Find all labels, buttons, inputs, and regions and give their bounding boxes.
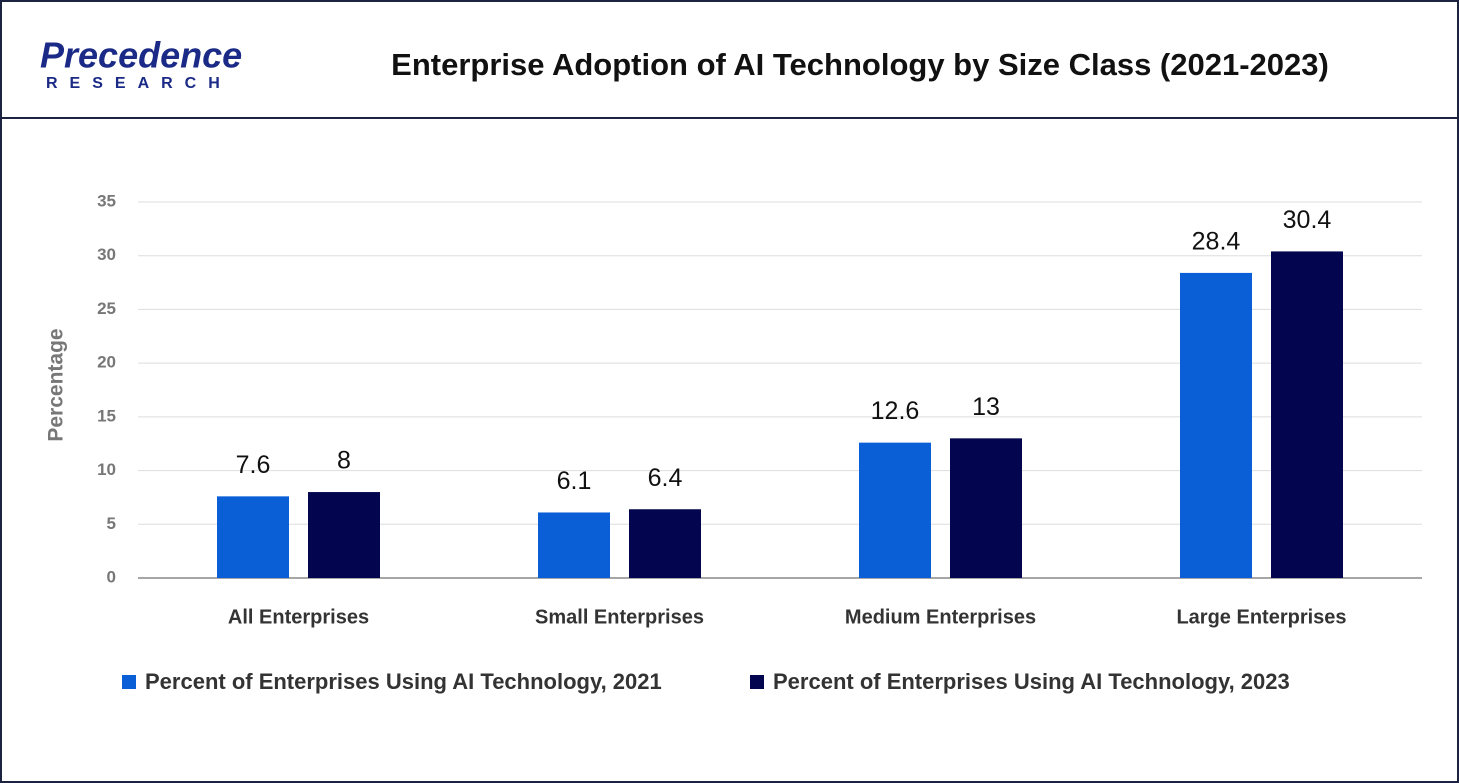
chart-title: Enterprise Adoption of AI Technology by …	[391, 47, 1329, 82]
y-tick-label: 0	[107, 567, 116, 586]
legend-label: Percent of Enterprises Using AI Technolo…	[773, 669, 1290, 694]
y-tick-label: 5	[107, 514, 116, 533]
bar	[538, 512, 610, 578]
bar	[1271, 251, 1343, 578]
value-label: 13	[972, 393, 1000, 421]
y-tick-label: 15	[97, 406, 116, 425]
bar	[950, 438, 1022, 578]
y-tick-label: 10	[97, 460, 116, 479]
bar	[217, 496, 289, 578]
value-label: 28.4	[1192, 228, 1241, 256]
legend-label: Percent of Enterprises Using AI Technolo…	[145, 669, 662, 694]
value-label: 6.1	[557, 467, 592, 495]
value-label: 12.6	[871, 397, 920, 425]
bar	[1180, 272, 1252, 578]
value-label: 30.4	[1283, 206, 1332, 234]
logo-tagline: RESEARCH	[46, 75, 232, 92]
value-label: 7.6	[236, 451, 271, 479]
bar	[629, 509, 701, 578]
bar	[859, 442, 931, 578]
x-tick-label: Medium Enterprises	[845, 606, 1036, 628]
value-label: 6.4	[648, 464, 683, 492]
logo-name: Precedence	[40, 35, 242, 76]
y-tick-label: 35	[97, 191, 116, 210]
value-label: 8	[337, 447, 351, 475]
y-tick-label: 20	[97, 353, 116, 372]
y-axis-label: Percentage	[45, 328, 68, 441]
x-tick-label: Small Enterprises	[535, 606, 704, 628]
legend-swatch	[122, 675, 136, 689]
y-tick-label: 25	[97, 299, 116, 318]
legend-swatch	[750, 675, 764, 689]
x-tick-label: All Enterprises	[228, 606, 369, 628]
bar	[308, 492, 380, 578]
y-tick-label: 30	[97, 245, 116, 264]
x-tick-label: Large Enterprises	[1176, 606, 1346, 628]
